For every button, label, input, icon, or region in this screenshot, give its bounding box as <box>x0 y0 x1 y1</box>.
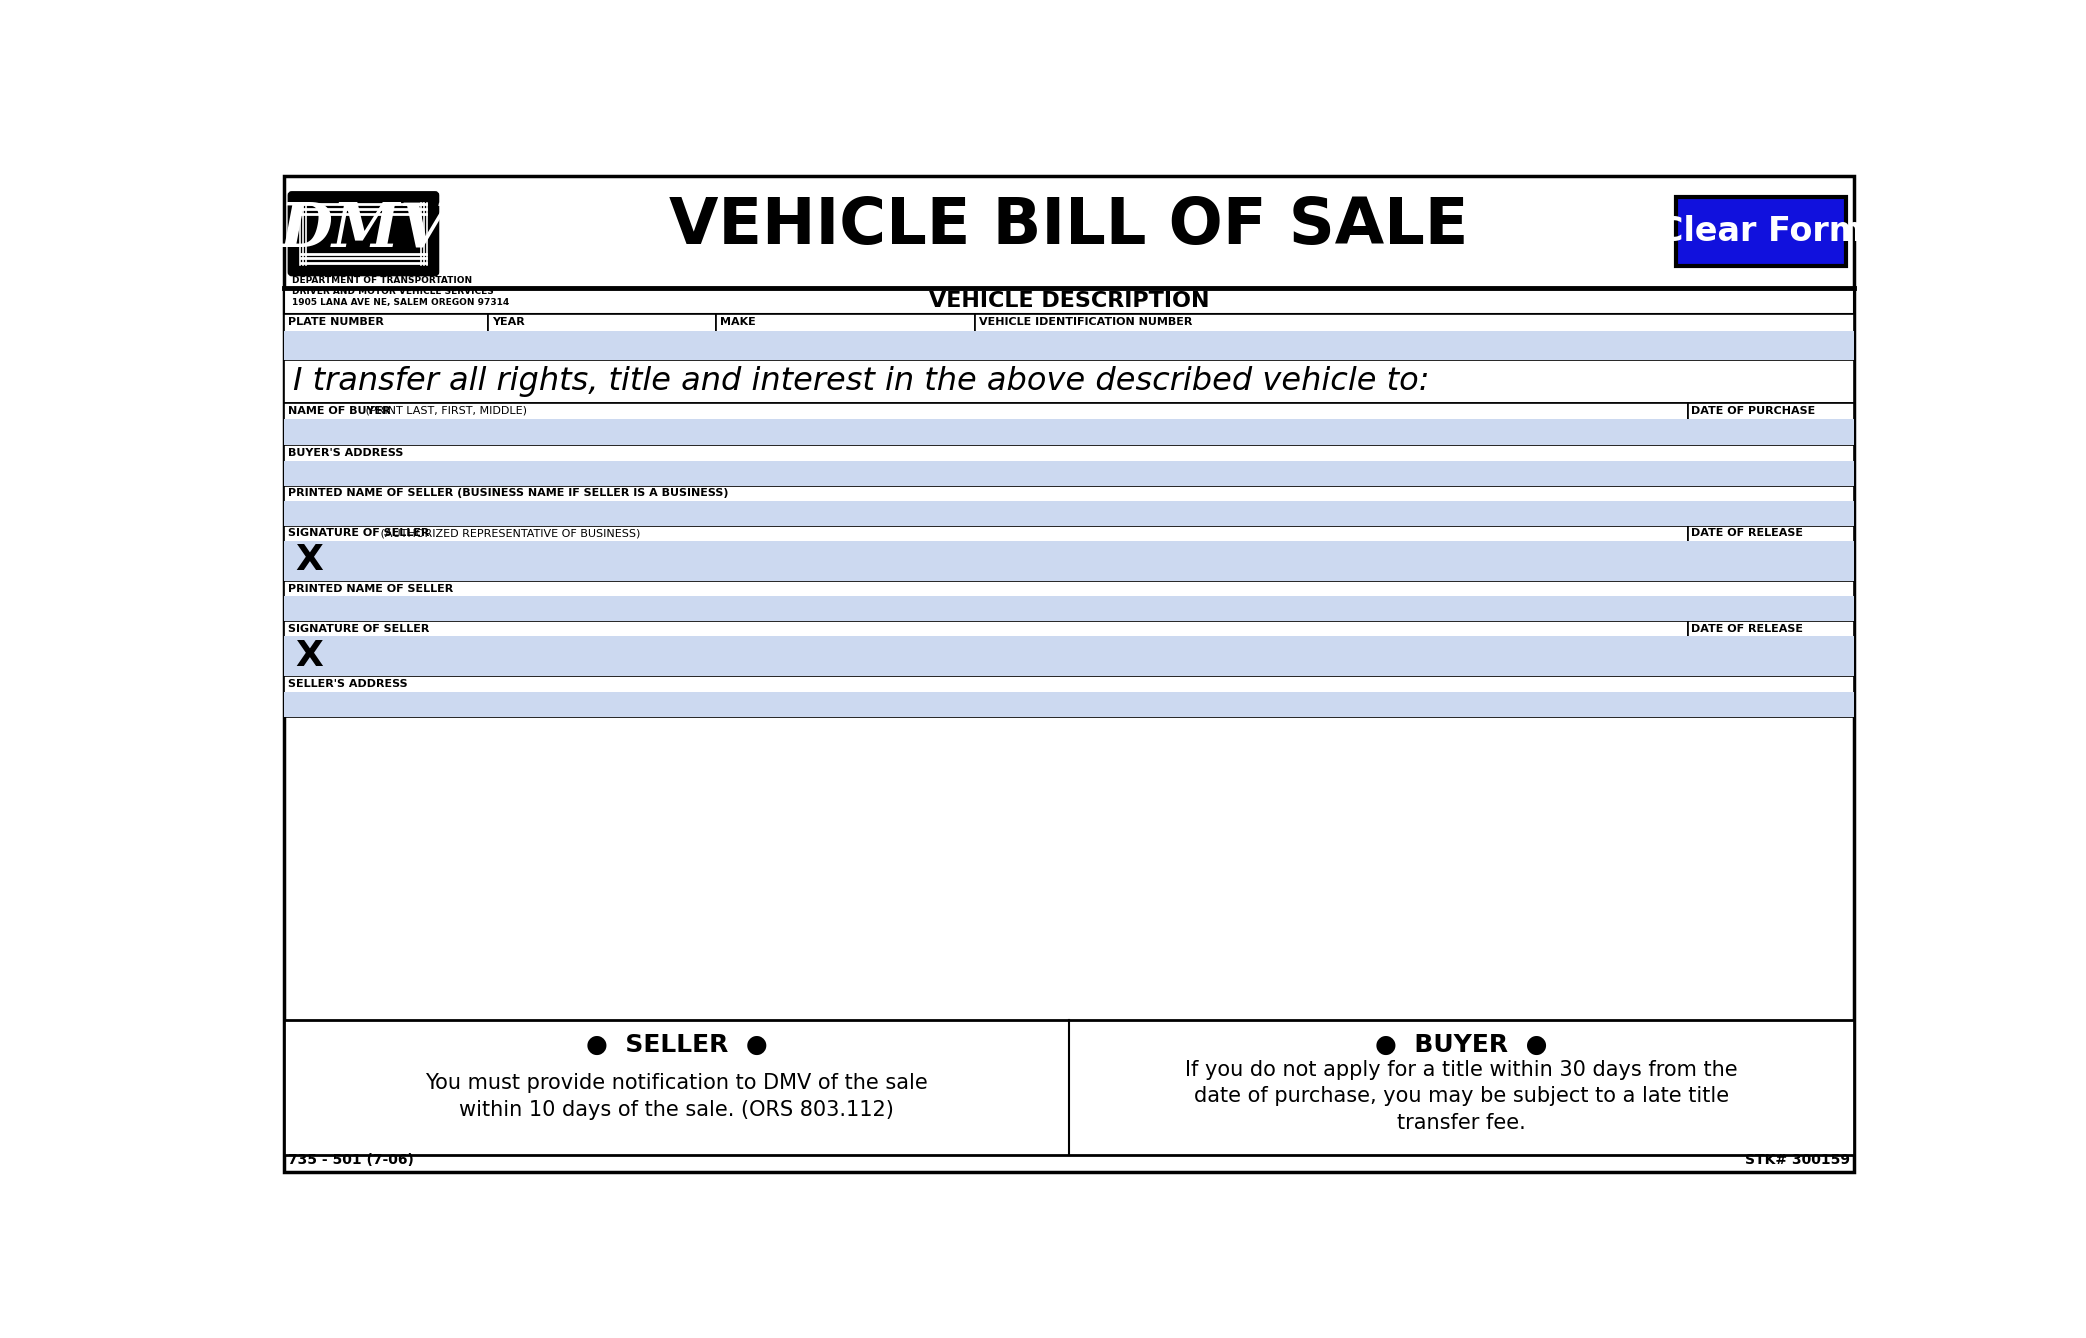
Bar <box>284 419 1688 446</box>
Bar <box>284 500 1854 526</box>
Bar <box>284 1020 1854 1155</box>
Bar <box>284 597 1854 621</box>
Text: DATE OF RELEASE: DATE OF RELEASE <box>1692 529 1804 538</box>
Bar <box>1688 637 1854 677</box>
Bar <box>284 581 1854 621</box>
Text: DATE OF PURCHASE: DATE OF PURCHASE <box>1692 405 1815 416</box>
Text: MAKE: MAKE <box>720 317 755 328</box>
Bar <box>488 314 715 360</box>
Text: PRINTED NAME OF SELLER: PRINTED NAME OF SELLER <box>288 583 453 594</box>
Text: SELLER'S ADDRESS: SELLER'S ADDRESS <box>288 680 407 689</box>
Bar <box>1688 621 1854 677</box>
Bar <box>284 486 1854 526</box>
Bar <box>284 446 1854 486</box>
Bar <box>284 541 1688 581</box>
Text: STK# 300159: STK# 300159 <box>1746 1153 1850 1167</box>
Bar <box>284 692 1854 717</box>
Bar <box>715 314 974 360</box>
Text: Clear Form: Clear Form <box>1658 215 1863 249</box>
Bar <box>284 330 488 360</box>
Text: DMV: DMV <box>280 199 446 260</box>
Text: 735 - 501 (7-06): 735 - 501 (7-06) <box>288 1153 413 1167</box>
Text: 1905 LANA AVE NE, SALEM OREGON 97314: 1905 LANA AVE NE, SALEM OREGON 97314 <box>292 297 509 306</box>
Text: DRIVER AND MOTOR VEHICLE SERVICES: DRIVER AND MOTOR VEHICLE SERVICES <box>292 286 494 296</box>
Bar <box>1688 403 1854 446</box>
Bar <box>1688 541 1854 581</box>
Text: ●  SELLER  ●: ● SELLER ● <box>586 1033 768 1057</box>
Bar <box>488 330 715 360</box>
Text: DEPARTMENT OF TRANSPORTATION: DEPARTMENT OF TRANSPORTATION <box>292 276 471 285</box>
Bar <box>284 314 488 360</box>
Bar <box>284 637 1688 677</box>
Bar <box>284 403 1688 446</box>
Bar <box>284 526 1688 581</box>
Bar <box>284 621 1688 677</box>
Text: You must provide notification to DMV of the sale
within 10 days of the sale. (OR: You must provide notification to DMV of … <box>426 1073 928 1120</box>
Text: I transfer all rights, title and interest in the above described vehicle to:: I transfer all rights, title and interes… <box>294 367 1429 397</box>
Text: PLATE NUMBER: PLATE NUMBER <box>288 317 384 328</box>
Bar <box>715 330 974 360</box>
Bar <box>1688 526 1854 581</box>
Text: VEHICLE IDENTIFICATION NUMBER: VEHICLE IDENTIFICATION NUMBER <box>978 317 1191 328</box>
Bar <box>1688 419 1854 446</box>
Bar <box>974 330 1854 360</box>
Text: DATE OF RELEASE: DATE OF RELEASE <box>1692 624 1804 634</box>
Bar <box>284 288 1854 314</box>
Text: (AUTHORIZED REPRESENTATIVE OF BUSINESS): (AUTHORIZED REPRESENTATIVE OF BUSINESS) <box>378 529 640 538</box>
Text: SIGNATURE OF SELLER: SIGNATURE OF SELLER <box>288 624 430 634</box>
FancyBboxPatch shape <box>288 193 438 276</box>
Text: ●  BUYER  ●: ● BUYER ● <box>1375 1033 1548 1057</box>
Bar <box>974 314 1854 360</box>
Text: X: X <box>294 543 323 577</box>
Text: NAME OF BUYER: NAME OF BUYER <box>288 405 390 416</box>
Bar <box>1675 197 1846 266</box>
Text: SIGNATURE OF SELLER: SIGNATURE OF SELLER <box>288 529 430 538</box>
Text: (PRINT LAST, FIRST, MIDDLE): (PRINT LAST, FIRST, MIDDLE) <box>361 405 526 416</box>
Text: If you do not apply for a title within 30 days from the
date of purchase, you ma: If you do not apply for a title within 3… <box>1185 1060 1738 1133</box>
Text: VEHICLE DESCRIPTION: VEHICLE DESCRIPTION <box>928 290 1210 310</box>
Bar <box>284 677 1854 717</box>
Bar <box>284 460 1854 486</box>
Bar <box>284 360 1854 403</box>
Text: PRINTED NAME OF SELLER (BUSINESS NAME IF SELLER IS A BUSINESS): PRINTED NAME OF SELLER (BUSINESS NAME IF… <box>288 488 728 498</box>
Text: BUYER'S ADDRESS: BUYER'S ADDRESS <box>288 448 403 458</box>
Text: YEAR: YEAR <box>492 317 526 328</box>
Text: VEHICLE BILL OF SALE: VEHICLE BILL OF SALE <box>670 195 1469 257</box>
Text: X: X <box>294 638 323 673</box>
